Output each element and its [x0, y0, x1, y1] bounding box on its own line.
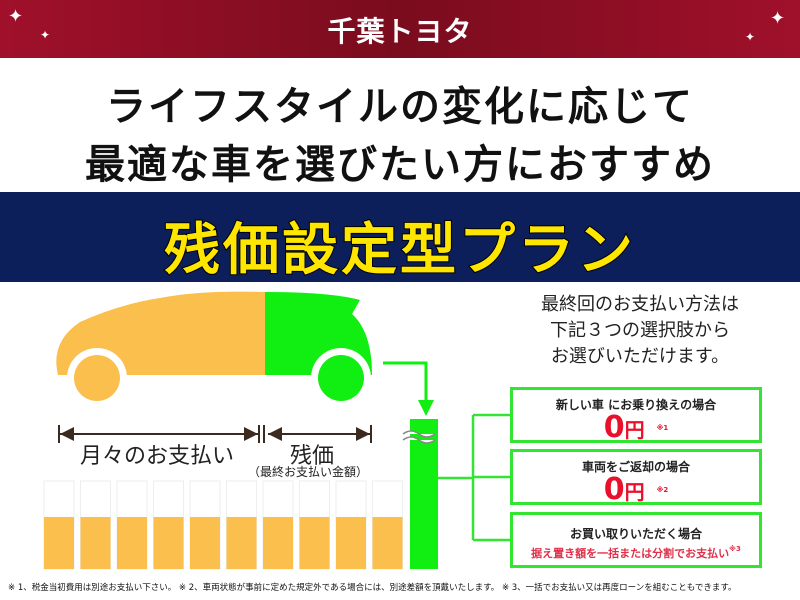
headline-line1: ライフスタイルの変化に応じて [106, 84, 694, 130]
residual-sublabel: （最終お支払い金額） [248, 465, 369, 479]
intro-line: 最終回のお支払い方法は [541, 294, 739, 315]
monthly-payment-bars [43, 480, 403, 570]
option-amount: 0 [603, 472, 625, 507]
option-amount: 0 [603, 410, 625, 445]
monthly-payment-bar [336, 517, 366, 569]
option-label: 車両をご返却の場合 [581, 460, 690, 474]
sparkle-icon: ✦ [745, 30, 756, 44]
monthly-payment-bar [117, 517, 147, 569]
yen-unit: 円 [624, 480, 645, 504]
dimension-arrows [58, 425, 372, 443]
monthly-payment-bar [80, 517, 111, 569]
residual-bar [410, 419, 438, 569]
option-connectors [438, 413, 510, 542]
option-label: お買い取りいただく場合 [569, 527, 702, 541]
headline-line2: 最適な車を選びたい方におすすめ [85, 142, 715, 188]
residual-label: 残価 [290, 444, 335, 469]
intro-line: お選びいただけます。 [550, 346, 730, 367]
sparkle-icon: ✦ [8, 6, 24, 27]
footnote-ref: ※1 [656, 424, 669, 432]
arrow-to-residual [383, 361, 428, 408]
monthly-label: 月々のお支払い [80, 444, 235, 469]
yen-unit: 円 [624, 418, 645, 442]
monthly-payment-bar [299, 517, 330, 569]
option-label: 新しい車 にお乗り換えの場合 [555, 398, 717, 412]
option-buyout: お買い取りいただく場合 据え置き額を一括または分割でお支払い※3 [510, 512, 762, 568]
monthly-payment-bar [226, 517, 257, 569]
footnote-ref: ※2 [656, 486, 669, 494]
sparkle-icon: ✦ [40, 28, 51, 42]
sparkle-icon: ✦ [770, 8, 786, 29]
footnote-ref: ※3 [729, 545, 741, 553]
plan-band [0, 192, 800, 282]
header-banner: ✦ ✦ ✦ ✦ [0, 0, 800, 58]
logo: 千葉トヨタ [327, 15, 473, 48]
monthly-payment-bar [372, 517, 403, 569]
plan-diagram [43, 291, 510, 570]
option-return: 車両をご返却の場合 0円 ※2 [510, 449, 762, 505]
intro-line: 下記３つの選択肢から [550, 320, 730, 341]
footnote: ※ 1、税金当初費用は別途お支払い下さい。 ※ 2、車両状態が事前に定めた規定外… [8, 583, 737, 593]
option-trade-in: 新しい車 にお乗り換えの場合 0円 ※1 [510, 387, 762, 443]
option-detail: 据え置き額を一括または分割でお支払い [531, 547, 730, 560]
monthly-payment-bar [263, 517, 293, 569]
plan-title: 残価設定型プラン [163, 217, 636, 284]
monthly-payment-bar [44, 517, 74, 569]
monthly-payment-bar [153, 517, 184, 569]
monthly-payment-bar [190, 517, 220, 569]
